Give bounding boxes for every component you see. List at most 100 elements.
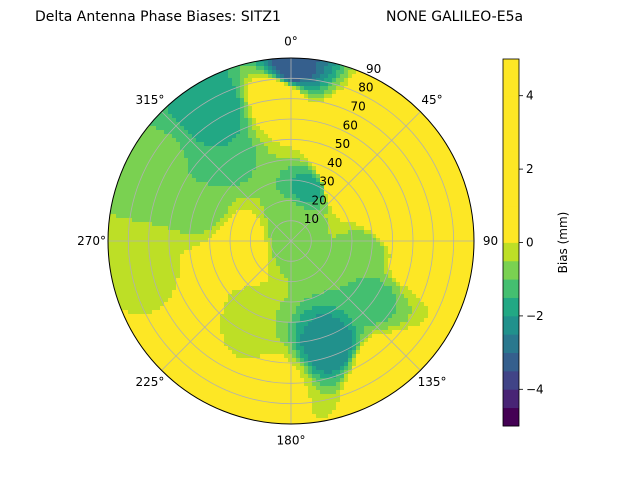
- field-cell: [200, 162, 205, 167]
- field-cell: [400, 262, 405, 267]
- field-cell: [132, 270, 137, 275]
- field-cell: [352, 122, 357, 127]
- field-cell: [400, 242, 405, 247]
- field-cell: [324, 114, 329, 119]
- field-cell: [356, 234, 361, 239]
- field-cell: [316, 278, 321, 283]
- field-cell: [232, 186, 237, 191]
- field-cell: [272, 226, 277, 231]
- field-cell: [388, 138, 393, 143]
- field-cell: [156, 266, 161, 271]
- field-cell: [384, 238, 389, 243]
- field-cell: [456, 306, 461, 311]
- field-cell: [364, 234, 369, 239]
- field-cell: [152, 142, 157, 147]
- field-cell: [292, 234, 297, 239]
- field-cell: [452, 202, 457, 207]
- field-cell: [464, 202, 469, 207]
- field-cell: [356, 258, 361, 263]
- field-cell: [280, 270, 285, 275]
- field-cell: [388, 114, 393, 119]
- field-cell: [200, 266, 205, 271]
- field-cell: [116, 214, 121, 219]
- field-cell: [128, 170, 133, 175]
- field-cell: [260, 302, 265, 307]
- field-cell: [264, 194, 269, 199]
- field-cell: [248, 186, 253, 191]
- field-cell: [172, 230, 177, 235]
- field-cell: [168, 286, 173, 291]
- field-cell: [252, 222, 257, 227]
- field-cell: [204, 86, 209, 91]
- field-cell: [452, 178, 457, 183]
- field-cell: [288, 142, 293, 147]
- field-cell: [120, 254, 125, 259]
- field-cell: [288, 162, 293, 167]
- field-cell: [288, 230, 293, 235]
- field-cell: [380, 214, 385, 219]
- field-cell: [328, 218, 333, 223]
- field-cell: [224, 250, 229, 255]
- field-cell: [356, 190, 361, 195]
- field-cell: [276, 194, 281, 199]
- field-cell: [400, 102, 405, 107]
- field-cell: [372, 286, 377, 291]
- field-cell: [328, 190, 333, 195]
- field-cell: [356, 186, 361, 191]
- field-cell: [216, 134, 221, 139]
- field-cell: [304, 122, 309, 127]
- field-cell: [328, 66, 333, 71]
- field-cell: [368, 210, 373, 215]
- field-cell: [280, 90, 285, 95]
- field-cell: [192, 250, 197, 255]
- field-cell: [172, 154, 177, 159]
- field-cell: [196, 294, 201, 299]
- field-cell: [180, 230, 185, 235]
- field-cell: [268, 158, 273, 163]
- field-cell: [240, 298, 245, 303]
- field-cell: [304, 142, 309, 147]
- field-cell: [256, 198, 261, 203]
- field-cell: [208, 102, 213, 107]
- field-cell: [376, 98, 381, 103]
- field-cell: [128, 254, 133, 259]
- field-cell: [288, 170, 293, 175]
- field-cell: [408, 286, 413, 291]
- field-cell: [148, 274, 153, 279]
- field-cell: [244, 270, 249, 275]
- field-cell: [316, 194, 321, 199]
- field-cell: [420, 130, 425, 135]
- field-cell: [408, 150, 413, 155]
- field-cell: [252, 150, 257, 155]
- field-cell: [148, 278, 153, 283]
- field-cell: [260, 86, 265, 91]
- field-cell: [296, 142, 301, 147]
- field-cell: [120, 290, 125, 295]
- field-cell: [424, 150, 429, 155]
- field-cell: [212, 198, 217, 203]
- field-cell: [120, 190, 125, 195]
- field-cell: [124, 294, 129, 299]
- field-cell: [340, 158, 345, 163]
- field-cell: [240, 138, 245, 143]
- field-cell: [240, 194, 245, 199]
- field-cell: [340, 222, 345, 227]
- field-cell: [392, 94, 397, 99]
- field-cell: [320, 250, 325, 255]
- field-cell: [376, 146, 381, 151]
- field-cell: [236, 174, 241, 179]
- field-cell: [432, 146, 437, 151]
- field-cell: [188, 106, 193, 111]
- field-cell: [252, 162, 257, 167]
- field-cell: [280, 82, 285, 87]
- field-cell: [192, 146, 197, 151]
- field-cell: [168, 218, 173, 223]
- field-cell: [388, 214, 393, 219]
- field-cell: [320, 66, 325, 71]
- field-cell: [336, 266, 341, 271]
- field-cell: [296, 266, 301, 271]
- field-cell: [332, 90, 337, 95]
- field-cell: [316, 138, 321, 143]
- field-cell: [296, 202, 301, 207]
- field-cell: [420, 250, 425, 255]
